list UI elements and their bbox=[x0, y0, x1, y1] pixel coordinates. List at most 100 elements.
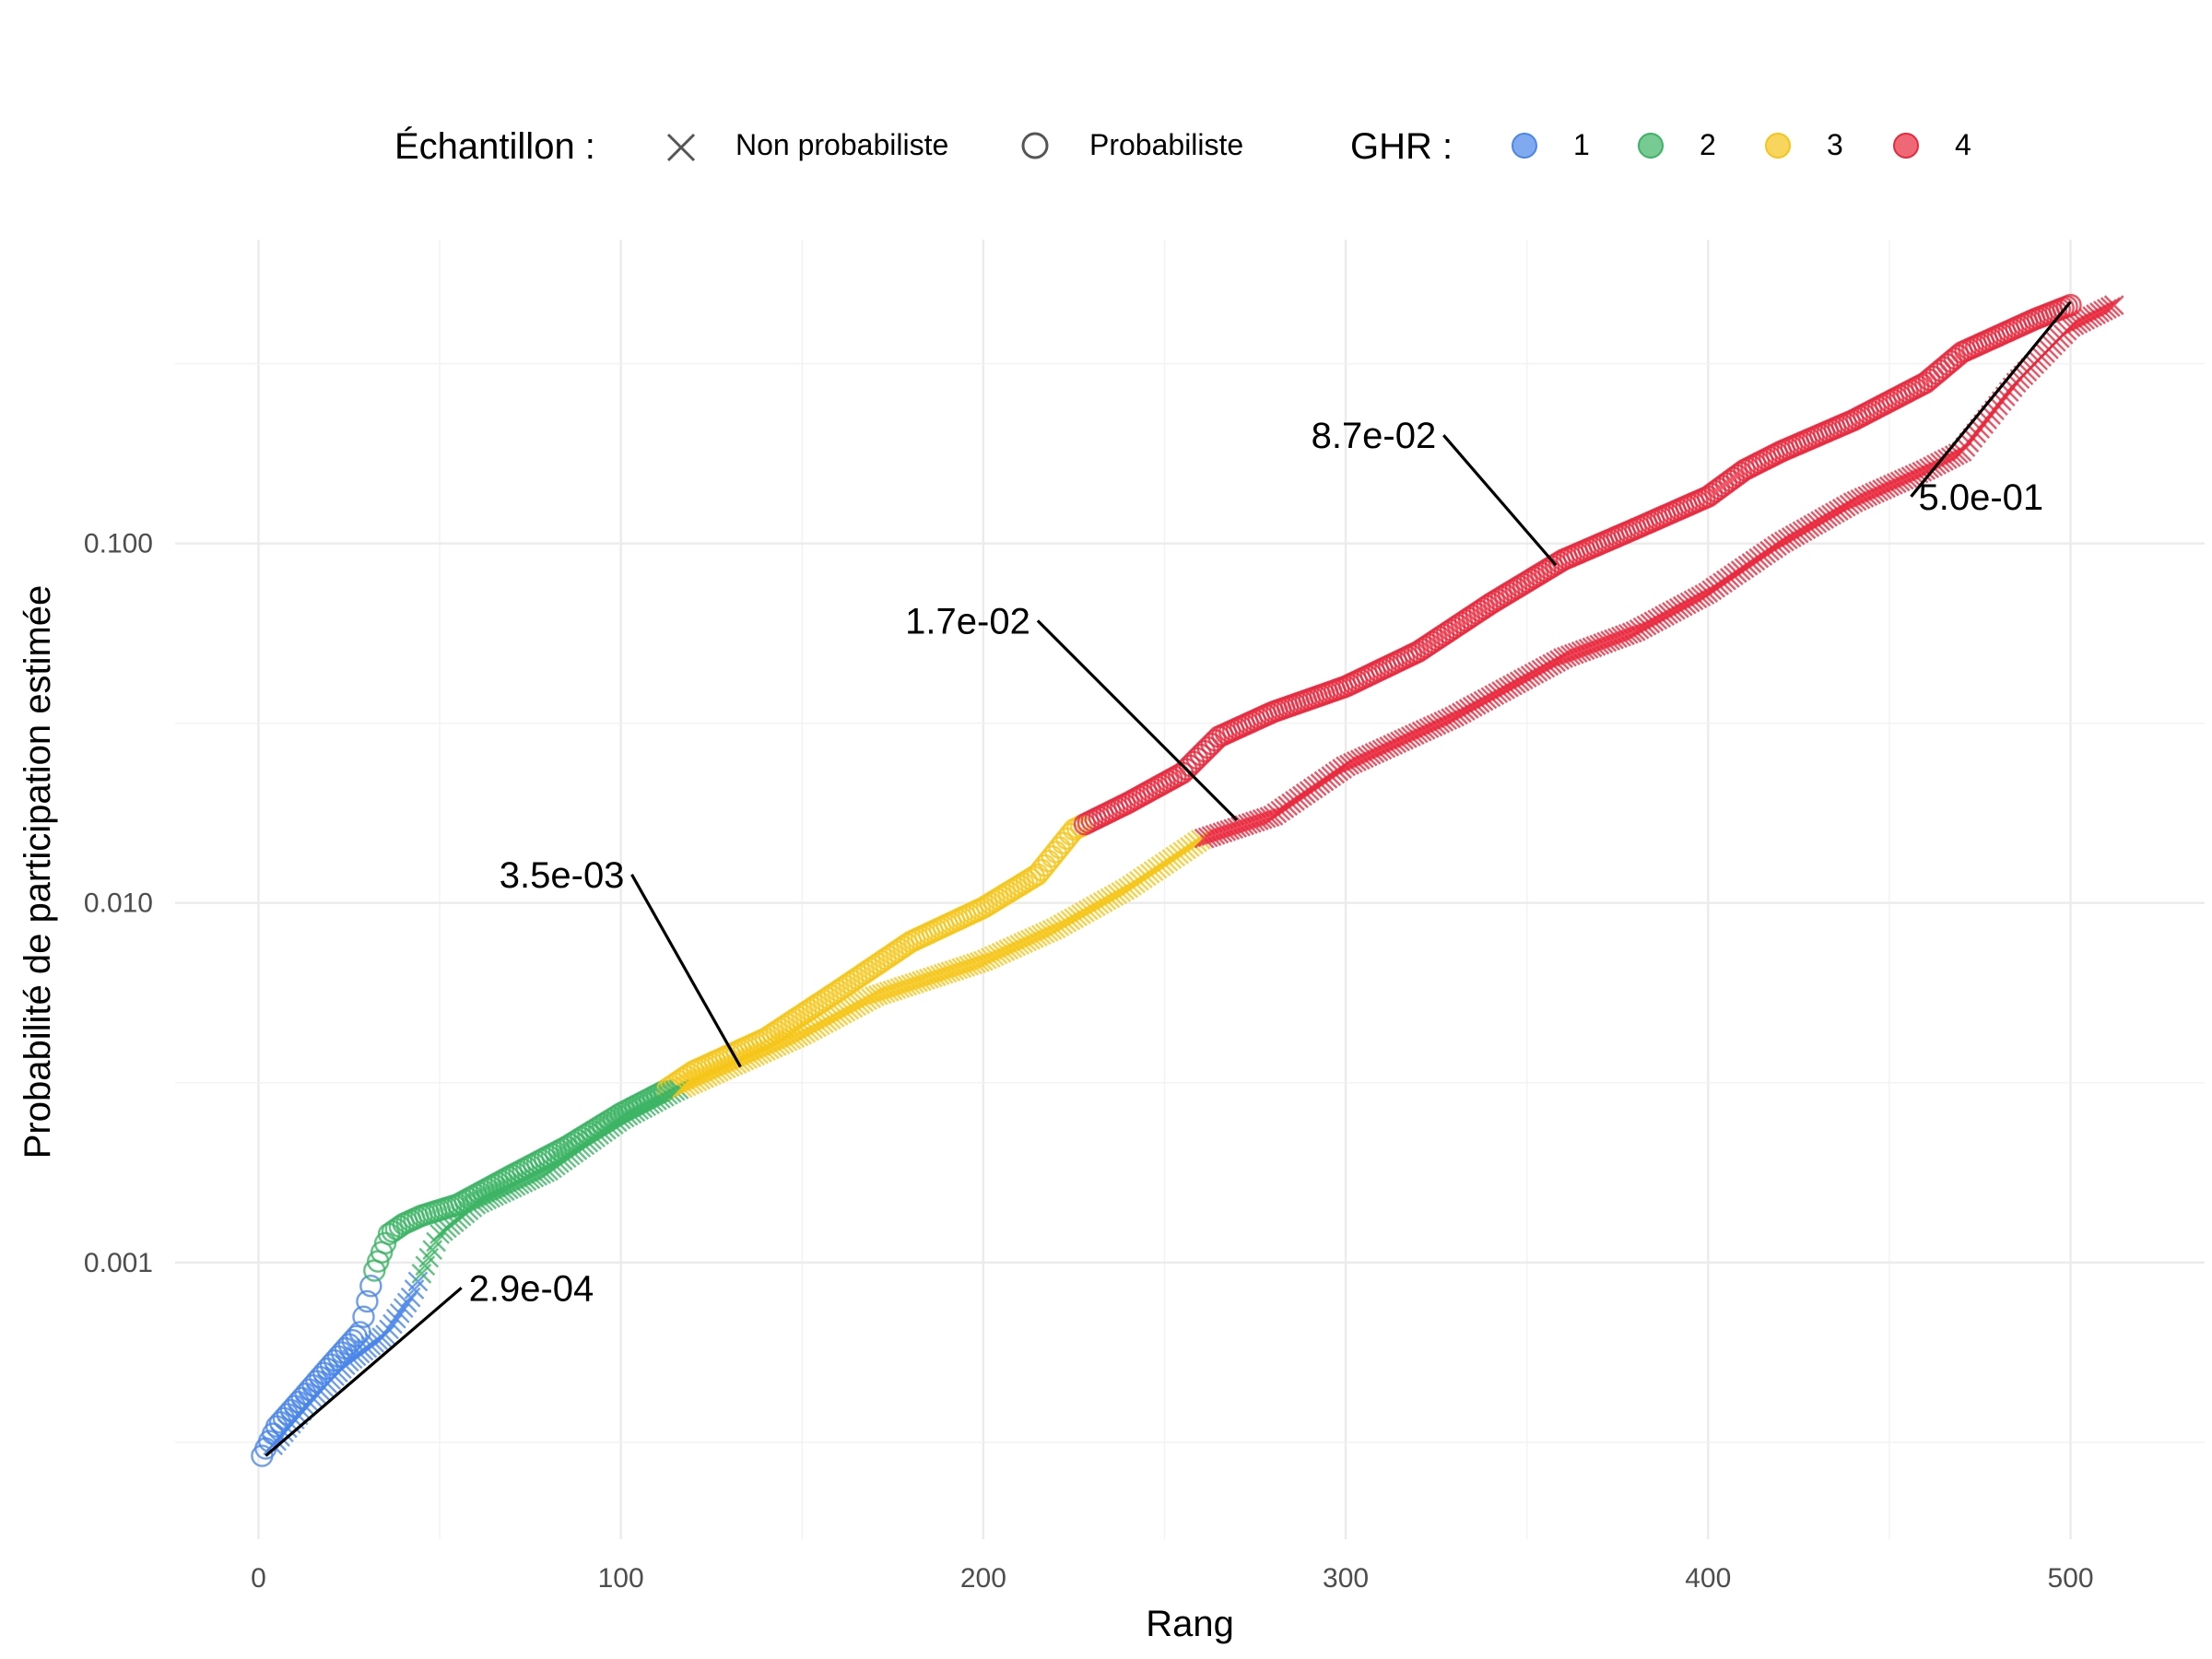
non-probabiliste-point bbox=[1557, 646, 1577, 667]
y-tick-label: 0.010 bbox=[84, 888, 153, 919]
non-probabiliste-point bbox=[726, 1053, 747, 1074]
non-probabiliste-point bbox=[1437, 710, 1458, 730]
y-tick-label: 0.100 bbox=[84, 529, 153, 559]
non-probabiliste-point bbox=[1244, 811, 1265, 832]
non-probabiliste-point bbox=[991, 942, 1012, 963]
non-probabiliste-point bbox=[893, 976, 914, 997]
non-probabiliste-point bbox=[505, 1175, 526, 1196]
non-probabiliste-point bbox=[676, 1076, 697, 1097]
probabiliste-point bbox=[341, 1329, 364, 1352]
non-probabiliste-point bbox=[925, 966, 947, 987]
non-probabiliste-point bbox=[1853, 488, 1875, 508]
non-probabiliste-point bbox=[781, 1030, 802, 1050]
non-probabiliste-point bbox=[904, 973, 925, 994]
non-probabiliste-point bbox=[933, 963, 954, 984]
non-probabiliste-point bbox=[1553, 648, 1573, 668]
non-probabiliste-point bbox=[1567, 642, 1588, 664]
non-probabiliste-point bbox=[1426, 714, 1447, 735]
non-probabiliste-point bbox=[1850, 488, 1871, 510]
non-probabiliste-point bbox=[1357, 746, 1378, 767]
non-probabiliste-point bbox=[1375, 737, 1396, 759]
non-probabiliste-point bbox=[1879, 476, 1900, 497]
y-axis-ticks: 0.001 0.010 0.100 bbox=[84, 529, 153, 1278]
non-probabiliste-point bbox=[1017, 931, 1037, 952]
non-probabiliste-point bbox=[940, 961, 961, 982]
annotation-leader-line bbox=[630, 874, 742, 1068]
non-probabiliste-point bbox=[882, 980, 903, 1001]
non-probabiliste-point bbox=[1846, 490, 1867, 512]
non-probabiliste-point bbox=[962, 954, 982, 975]
non-probabiliste-point bbox=[396, 1292, 418, 1313]
non-probabiliste-point bbox=[871, 983, 892, 1005]
non-probabiliste-point bbox=[1368, 741, 1389, 762]
non-probabiliste-point bbox=[1596, 631, 1618, 653]
non-probabiliste-point bbox=[1560, 645, 1581, 665]
x-tick-label: 400 bbox=[1685, 1563, 1731, 1594]
non-probabiliste-point bbox=[1223, 818, 1244, 840]
y-tick-label: 0.001 bbox=[84, 1248, 153, 1278]
non-probabiliste-point bbox=[480, 1187, 500, 1208]
annotation-label: 3.5e-03 bbox=[500, 855, 625, 896]
non-probabiliste-point bbox=[469, 1193, 490, 1213]
non-probabiliste-point bbox=[477, 1189, 498, 1210]
non-probabiliste-point bbox=[393, 1298, 414, 1319]
legend-label-probabiliste: Probabiliste bbox=[1089, 128, 1243, 161]
data-points bbox=[251, 293, 2124, 1467]
non-probabiliste-point bbox=[897, 975, 918, 996]
non-probabiliste-point bbox=[1009, 935, 1030, 955]
non-probabiliste-point bbox=[1615, 625, 1635, 646]
non-probabiliste-point bbox=[1241, 812, 1262, 833]
non-probabiliste-point bbox=[1347, 751, 1367, 771]
non-probabiliste-point bbox=[712, 1060, 733, 1080]
non-probabiliste-point bbox=[1208, 823, 1230, 844]
non-probabiliste-point bbox=[524, 1167, 545, 1188]
non-probabiliste-point bbox=[386, 1308, 406, 1329]
non-probabiliste-point bbox=[1006, 935, 1027, 957]
non-probabiliste-point bbox=[922, 967, 943, 988]
non-probabiliste-point bbox=[1604, 629, 1624, 650]
legend-color-3-swatch bbox=[1765, 133, 1791, 159]
non-probabiliste-point bbox=[1382, 735, 1404, 755]
non-probabiliste-point bbox=[745, 1045, 765, 1066]
non-probabiliste-point bbox=[983, 946, 1005, 967]
non-probabiliste-point bbox=[1201, 826, 1222, 846]
non-probabiliste-point bbox=[889, 978, 911, 998]
non-probabiliste-point bbox=[1238, 814, 1258, 834]
non-probabiliste-point bbox=[1248, 810, 1269, 831]
legend-color-title: GHR : bbox=[1350, 126, 1453, 167]
legend-label-ghr-4: 4 bbox=[1955, 128, 1971, 161]
non-probabiliste-point bbox=[509, 1174, 530, 1194]
non-probabiliste-point bbox=[1574, 640, 1595, 661]
non-probabiliste-point bbox=[1897, 467, 1918, 488]
legend-color-1-swatch bbox=[1512, 133, 1537, 159]
non-probabiliste-point bbox=[886, 979, 907, 1000]
non-probabiliste-point bbox=[1621, 622, 1642, 643]
non-probabiliste-point bbox=[379, 1319, 399, 1340]
non-probabiliste-point bbox=[1205, 824, 1226, 845]
non-probabiliste-point bbox=[1404, 724, 1425, 746]
non-probabiliste-point bbox=[531, 1164, 551, 1184]
non-probabiliste-point bbox=[1013, 933, 1033, 954]
non-probabiliste-point bbox=[919, 968, 939, 989]
non-probabiliste-point bbox=[1034, 923, 1055, 944]
non-probabiliste-point bbox=[1578, 638, 1599, 659]
non-probabiliste-point bbox=[1549, 650, 1570, 670]
non-probabiliste-point bbox=[1868, 481, 1888, 501]
non-probabiliste-point bbox=[944, 959, 965, 981]
non-probabiliste-point bbox=[1415, 720, 1436, 740]
non-probabiliste-point bbox=[1611, 626, 1631, 647]
non-probabiliste-point bbox=[1038, 921, 1059, 942]
x-tick-label: 100 bbox=[598, 1563, 644, 1594]
non-probabiliste-point bbox=[766, 1036, 787, 1056]
x-axis-title: Rang bbox=[1146, 1604, 1234, 1644]
probabiliste-point bbox=[356, 1289, 379, 1313]
non-probabiliste-point bbox=[912, 971, 932, 992]
non-probabiliste-point bbox=[878, 982, 900, 1002]
non-probabiliste-point bbox=[520, 1169, 541, 1190]
non-probabiliste-point bbox=[494, 1181, 515, 1202]
non-probabiliste-point bbox=[1364, 743, 1385, 763]
non-probabiliste-point bbox=[527, 1165, 548, 1186]
non-probabiliste-point bbox=[875, 982, 896, 1004]
x-tick-label: 300 bbox=[1323, 1563, 1369, 1594]
